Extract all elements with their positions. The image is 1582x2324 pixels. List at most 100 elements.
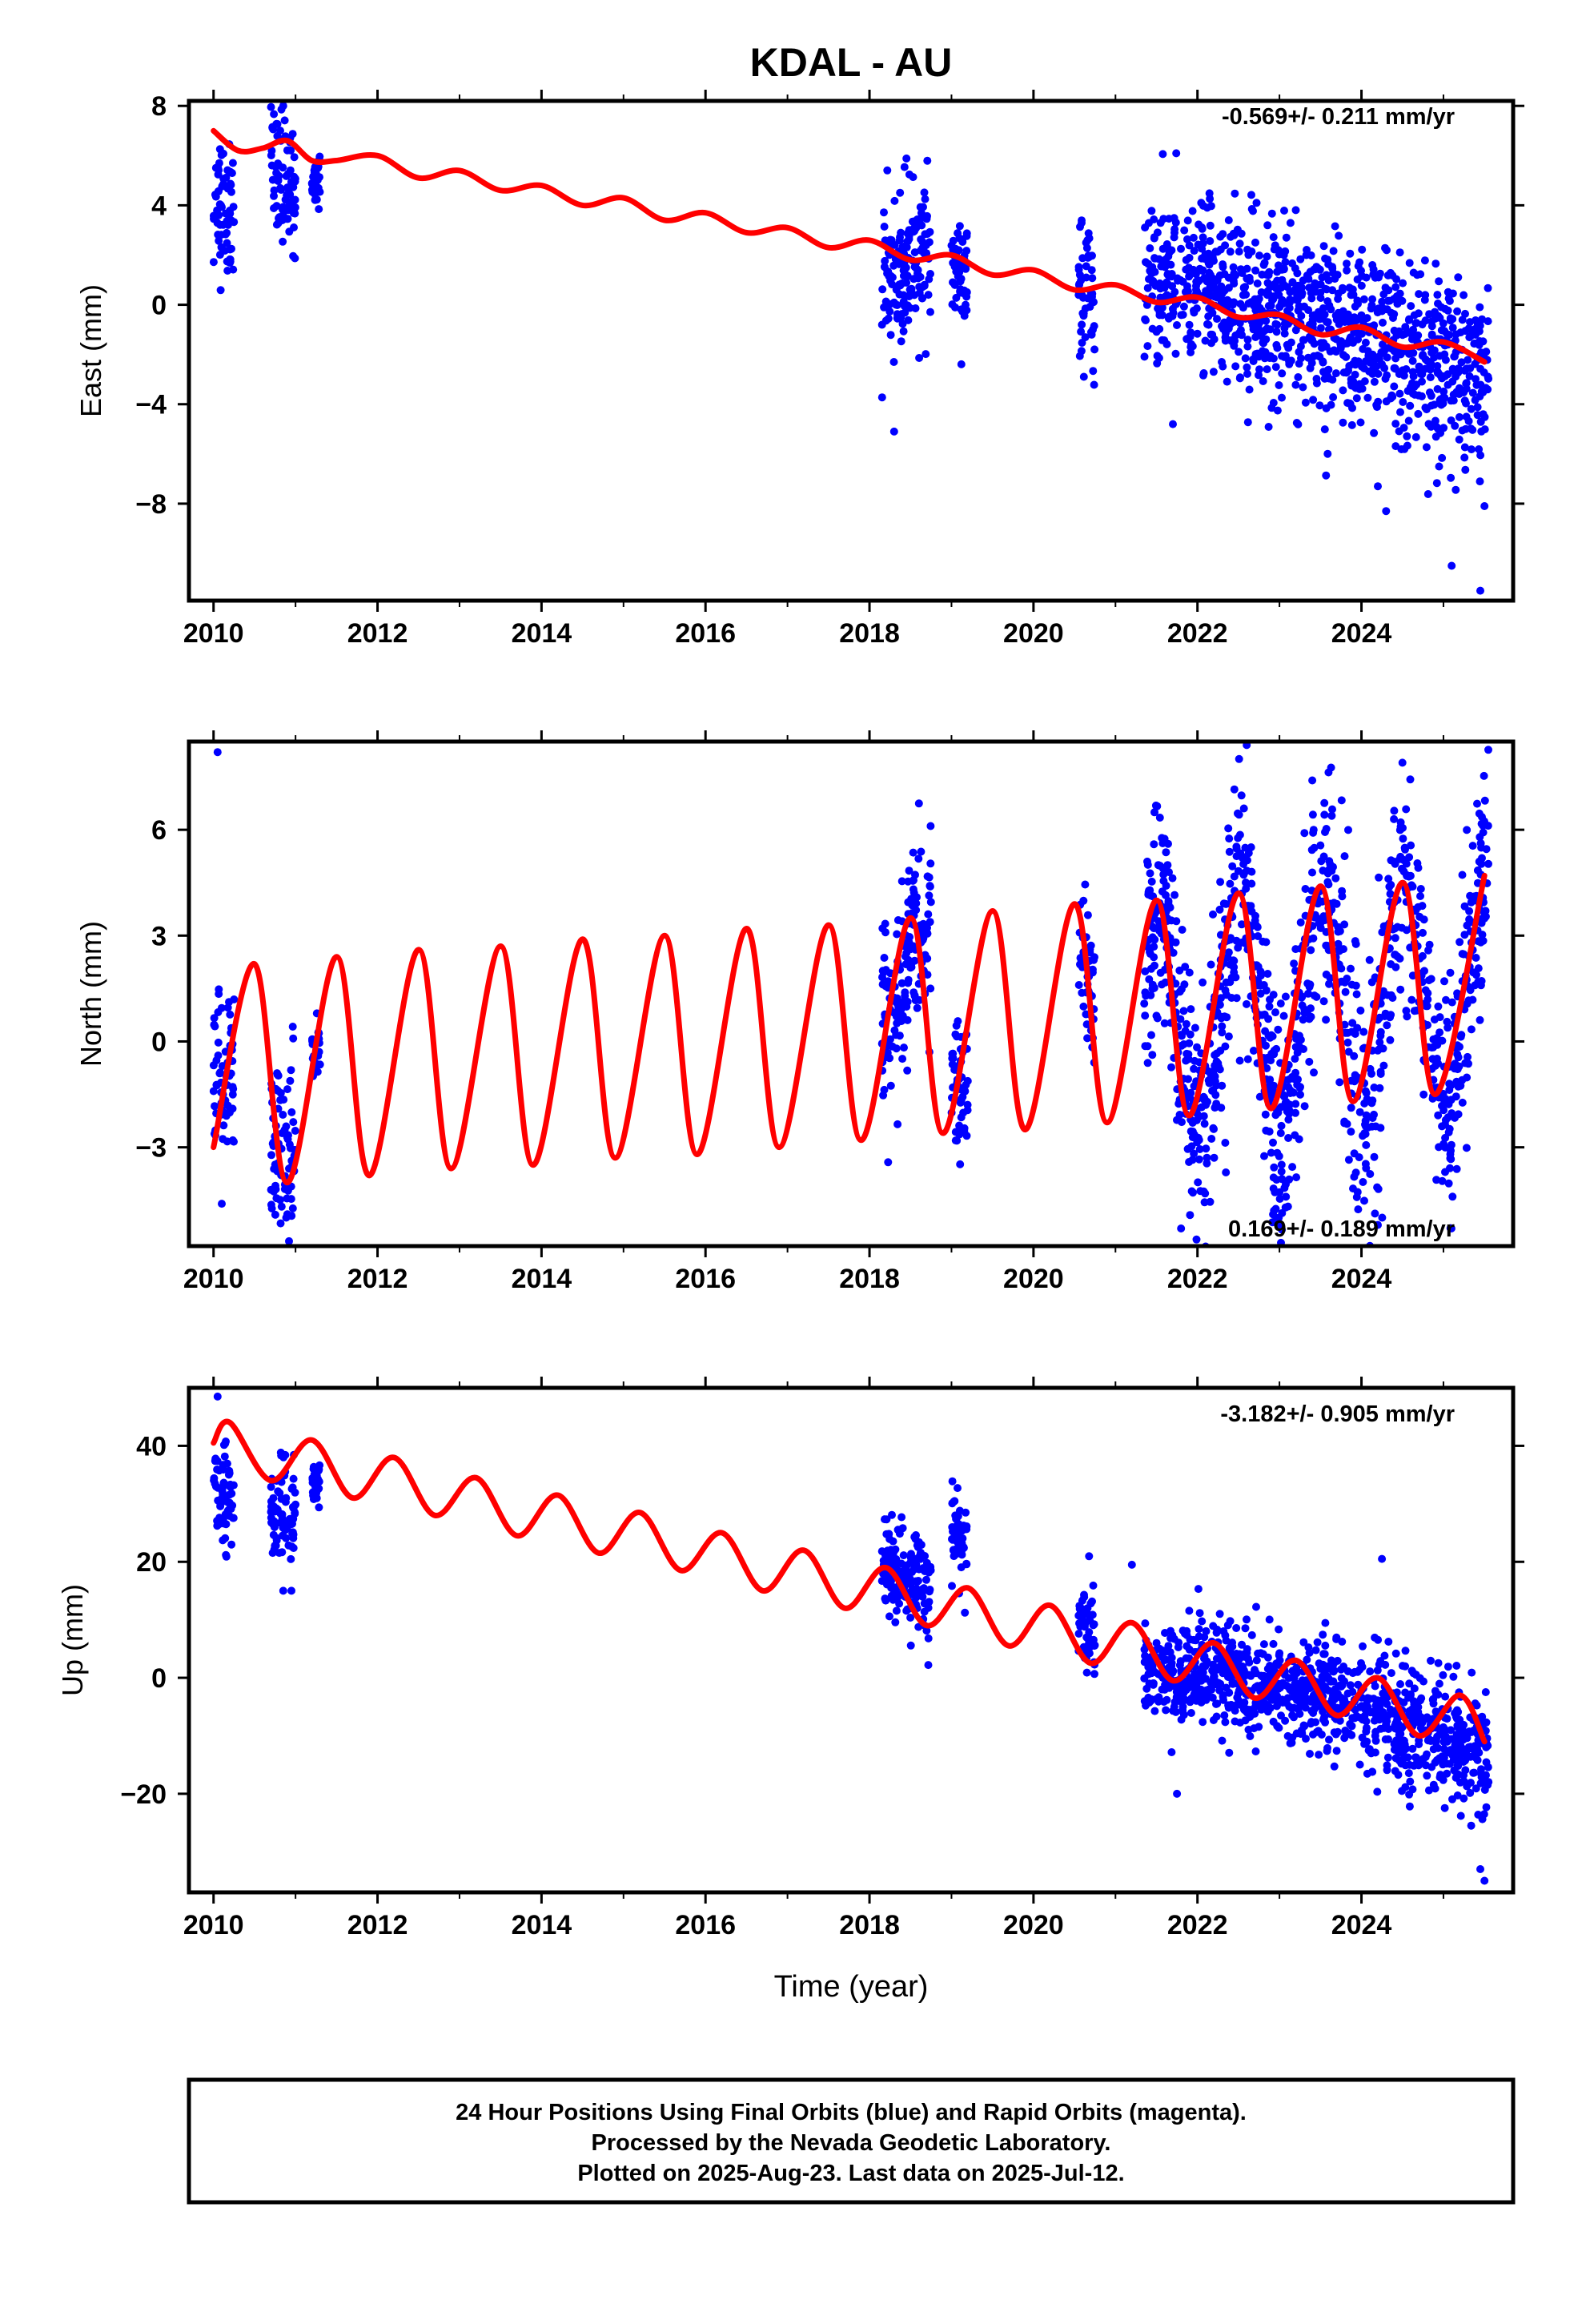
north-observation-point: [1439, 1140, 1448, 1148]
east-observation-point: [1434, 300, 1442, 308]
east-observation-point: [957, 261, 965, 270]
east-observation-point: [1460, 291, 1468, 300]
east-observation-point: [1255, 371, 1263, 380]
up-observation-point: [1439, 1671, 1447, 1679]
east-observation-point: [1269, 233, 1278, 242]
up-observation-point: [1435, 1754, 1443, 1763]
up-observation-point: [924, 1634, 933, 1642]
east-observation-point: [1247, 191, 1255, 199]
up-observation-point: [1434, 1743, 1443, 1752]
north-observation-point: [1325, 979, 1333, 988]
east-observation-point: [1150, 234, 1158, 243]
north-observation-point: [1447, 998, 1456, 1007]
east-observation-point: [1339, 386, 1347, 395]
north-observation-point: [1187, 1142, 1196, 1151]
north-observation-point: [1440, 977, 1448, 986]
up-observation-point: [1226, 1617, 1235, 1626]
east-observation-point: [1243, 363, 1251, 372]
north-observation-point: [279, 1096, 288, 1104]
up-observation-point: [1161, 1629, 1169, 1637]
north-observation-point: [1432, 1176, 1441, 1184]
north-observation-point: [1176, 1015, 1185, 1023]
east-observation-point: [1261, 326, 1270, 335]
north-observation-point: [913, 893, 921, 902]
east-observation-point: [1088, 274, 1097, 283]
east-observation-point: [958, 238, 967, 246]
up-observation-point: [1369, 1695, 1378, 1703]
east-observation-point: [1303, 271, 1311, 279]
east-observation-point: [1390, 382, 1399, 391]
east-observation-point: [1226, 247, 1235, 256]
east-observation-point: [1479, 337, 1488, 346]
up-observation-point: [1231, 1707, 1239, 1715]
north-observation-point: [1399, 855, 1407, 864]
up-observation-point: [1162, 1706, 1170, 1715]
up-observation-point: [1456, 1778, 1464, 1787]
north-observation-point: [893, 930, 901, 939]
up-observation-point: [210, 1476, 219, 1485]
east-observation-point: [279, 205, 287, 214]
up-observation-point: [216, 1516, 225, 1525]
north-observation-point: [1446, 968, 1455, 977]
north-observation-point: [1379, 1061, 1388, 1070]
north-observation-point: [1140, 999, 1149, 1008]
east-observation-point: [1477, 388, 1486, 396]
north-observation-point: [1150, 808, 1158, 817]
north-observation-point: [1164, 839, 1172, 848]
north-observation-point: [1276, 1129, 1285, 1137]
north-observation-point: [925, 891, 934, 900]
north-observation-point: [277, 1202, 286, 1211]
up-observation-point: [1439, 1724, 1447, 1733]
north-observation-point: [211, 1102, 219, 1111]
up-observation-point: [1338, 1681, 1347, 1690]
north-observation-point: [287, 1195, 295, 1204]
north-observation-point: [1341, 987, 1350, 996]
north-observation-point: [926, 859, 935, 868]
east-observation-point: [1454, 368, 1463, 377]
east-observation-point: [1291, 380, 1300, 389]
east-observation-point: [1141, 315, 1150, 324]
up-observation-point: [220, 1452, 229, 1461]
up-observation-point: [1383, 1753, 1392, 1762]
north-observation-point: [1362, 1111, 1371, 1120]
up-outlier-point: [287, 1586, 295, 1595]
east-observation-point: [962, 229, 971, 238]
north-observation-point: [1344, 826, 1352, 834]
up-observation-point: [1269, 1639, 1278, 1648]
east-observation-point: [217, 231, 226, 239]
up-observation-point: [1373, 1787, 1382, 1796]
north-observation-point: [897, 979, 906, 987]
north-observation-point: [1284, 1083, 1293, 1092]
north-observation-point: [1266, 995, 1274, 1004]
up-observation-point: [1259, 1671, 1268, 1680]
east-outlier-point: [1476, 586, 1484, 595]
east-observation-point: [1211, 292, 1219, 301]
east-observation-point: [277, 186, 286, 194]
north-observation-point: [892, 1012, 901, 1021]
east-observation-point: [219, 175, 228, 183]
up-observation-point: [1402, 1744, 1411, 1753]
north-observation-point: [1434, 1111, 1443, 1120]
north-observation-point: [1331, 874, 1340, 883]
north-observation-point: [905, 866, 913, 875]
east-observation-point: [1458, 426, 1467, 435]
up-observation-point: [953, 1526, 962, 1534]
up-observation-point: [1410, 1684, 1419, 1693]
up-observation-point: [1477, 1770, 1485, 1779]
up-y-tick-label: −20: [120, 1779, 167, 1810]
north-observation-point: [1074, 981, 1083, 989]
east-observation-point: [272, 168, 281, 177]
up-observation-point: [274, 1487, 283, 1496]
east-observation-point: [1484, 317, 1492, 326]
north-observation-point: [1306, 980, 1315, 989]
east-observation-point: [1381, 375, 1390, 383]
east-observation-point: [902, 154, 911, 163]
north-observation-point: [1309, 828, 1318, 837]
north-observation-point: [214, 1038, 223, 1047]
north-observation-point: [1153, 1014, 1162, 1023]
east-observation-point: [1456, 328, 1465, 337]
up-observation-point: [1251, 1747, 1260, 1755]
north-observation-point: [1180, 980, 1189, 989]
east-observation-point: [216, 201, 225, 210]
east-observation-point: [211, 192, 220, 201]
